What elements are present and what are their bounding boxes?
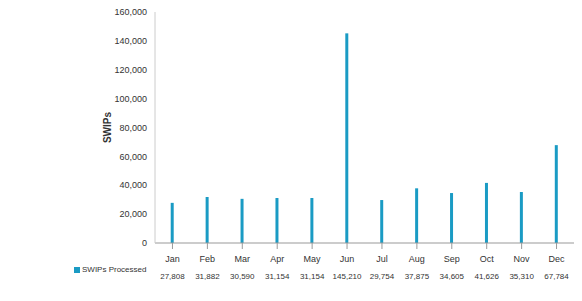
svg-text:Nov: Nov [514,254,531,264]
svg-text:Jul: Jul [376,254,388,264]
svg-text:145,210: 145,210 [333,272,362,281]
svg-text:30,590: 30,590 [230,272,255,281]
svg-text:37,875: 37,875 [405,272,430,281]
svg-text:Sep: Sep [444,254,460,264]
svg-text:Apr: Apr [270,254,284,264]
svg-text:29,754: 29,754 [370,272,395,281]
svg-text:60,000: 60,000 [119,152,147,162]
svg-text:40,000: 40,000 [119,180,147,190]
svg-text:SWIPs: SWIPs [102,112,113,144]
svg-text:140,000: 140,000 [114,36,147,46]
svg-text:100,000: 100,000 [114,94,147,104]
svg-text:120,000: 120,000 [114,65,147,75]
svg-text:31,154: 31,154 [265,272,290,281]
svg-text:May: May [304,254,322,264]
svg-text:Oct: Oct [480,254,495,264]
svg-text:27,808: 27,808 [160,272,185,281]
svg-text:41,626: 41,626 [474,272,499,281]
svg-text:Aug: Aug [409,254,425,264]
svg-text:67,784: 67,784 [544,272,569,281]
html-text:SWIPs Processed: SWIPs Processed [82,265,147,274]
svg-text:34,605: 34,605 [440,272,465,281]
svg-text:160,000: 160,000 [114,7,147,17]
svg-text:0: 0 [142,238,147,248]
svg-text:Mar: Mar [235,254,251,264]
svg-text:Jun: Jun [340,254,355,264]
svg-text:20,000: 20,000 [119,209,147,219]
svg-text:35,310: 35,310 [509,272,534,281]
svg-text:Feb: Feb [200,254,216,264]
svg-text:31,882: 31,882 [195,272,220,281]
svg-text:Dec: Dec [549,254,566,264]
svg-text:Jan: Jan [165,254,180,264]
svg-text:80,000: 80,000 [119,123,147,133]
svg-text:31,154: 31,154 [300,272,325,281]
